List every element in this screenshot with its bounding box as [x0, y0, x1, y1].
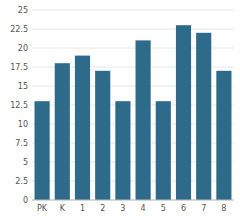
bar	[35, 101, 50, 200]
chart-container: 0 2.5 5 7.5 10 12.5 15 17.5 20 22.5 25 PK K 1 2 3 4 5 6 7 8	[0, 0, 240, 220]
x-tick-label: 5	[161, 204, 166, 213]
bar	[196, 33, 211, 200]
grid-line	[32, 200, 234, 201]
bar	[75, 56, 90, 200]
bar	[115, 101, 130, 200]
y-tick-label: 17.5	[10, 63, 28, 72]
grid-line	[32, 29, 234, 30]
x-axis: PK K 1 2 3 4 5 6 7 8	[32, 200, 234, 213]
x-tick-label: 3	[120, 204, 125, 213]
bar	[136, 40, 151, 200]
bar	[156, 101, 171, 200]
x-tick-label: 2	[100, 204, 105, 213]
y-tick-label: 12.5	[10, 101, 28, 110]
x-axis-line	[32, 200, 234, 201]
y-tick-label: 15	[18, 82, 28, 91]
bar	[216, 71, 231, 200]
bar	[176, 25, 191, 200]
y-tick-label: 10	[18, 120, 28, 129]
x-tick-label: 6	[181, 204, 186, 213]
y-tick-label: 5	[23, 158, 28, 167]
y-tick-label: 0	[23, 196, 28, 205]
y-tick-label: 25	[18, 6, 28, 15]
y-tick-label: 2.5	[15, 177, 28, 186]
x-tick-label: 8	[221, 204, 226, 213]
y-tick-label: 7.5	[15, 139, 28, 148]
y-axis: 0 2.5 5 7.5 10 12.5 15 17.5 20 22.5 25	[10, 6, 28, 205]
x-tick-label: 4	[141, 204, 146, 213]
y-tick-label: 20	[18, 44, 28, 53]
grid	[32, 10, 234, 200]
y-tick-label: 22.5	[10, 25, 28, 34]
bars	[35, 25, 232, 200]
x-tick-label: K	[60, 204, 66, 213]
grid-line	[32, 10, 234, 11]
bar	[55, 63, 70, 200]
x-tick-label: 7	[201, 204, 206, 213]
bar	[95, 71, 110, 200]
chart-svg: 0 2.5 5 7.5 10 12.5 15 17.5 20 22.5 25 PK K 1 2 3 4 5 6 7 8	[0, 0, 240, 220]
x-tick-label: 1	[80, 204, 85, 213]
x-tick-label: PK	[37, 204, 48, 213]
